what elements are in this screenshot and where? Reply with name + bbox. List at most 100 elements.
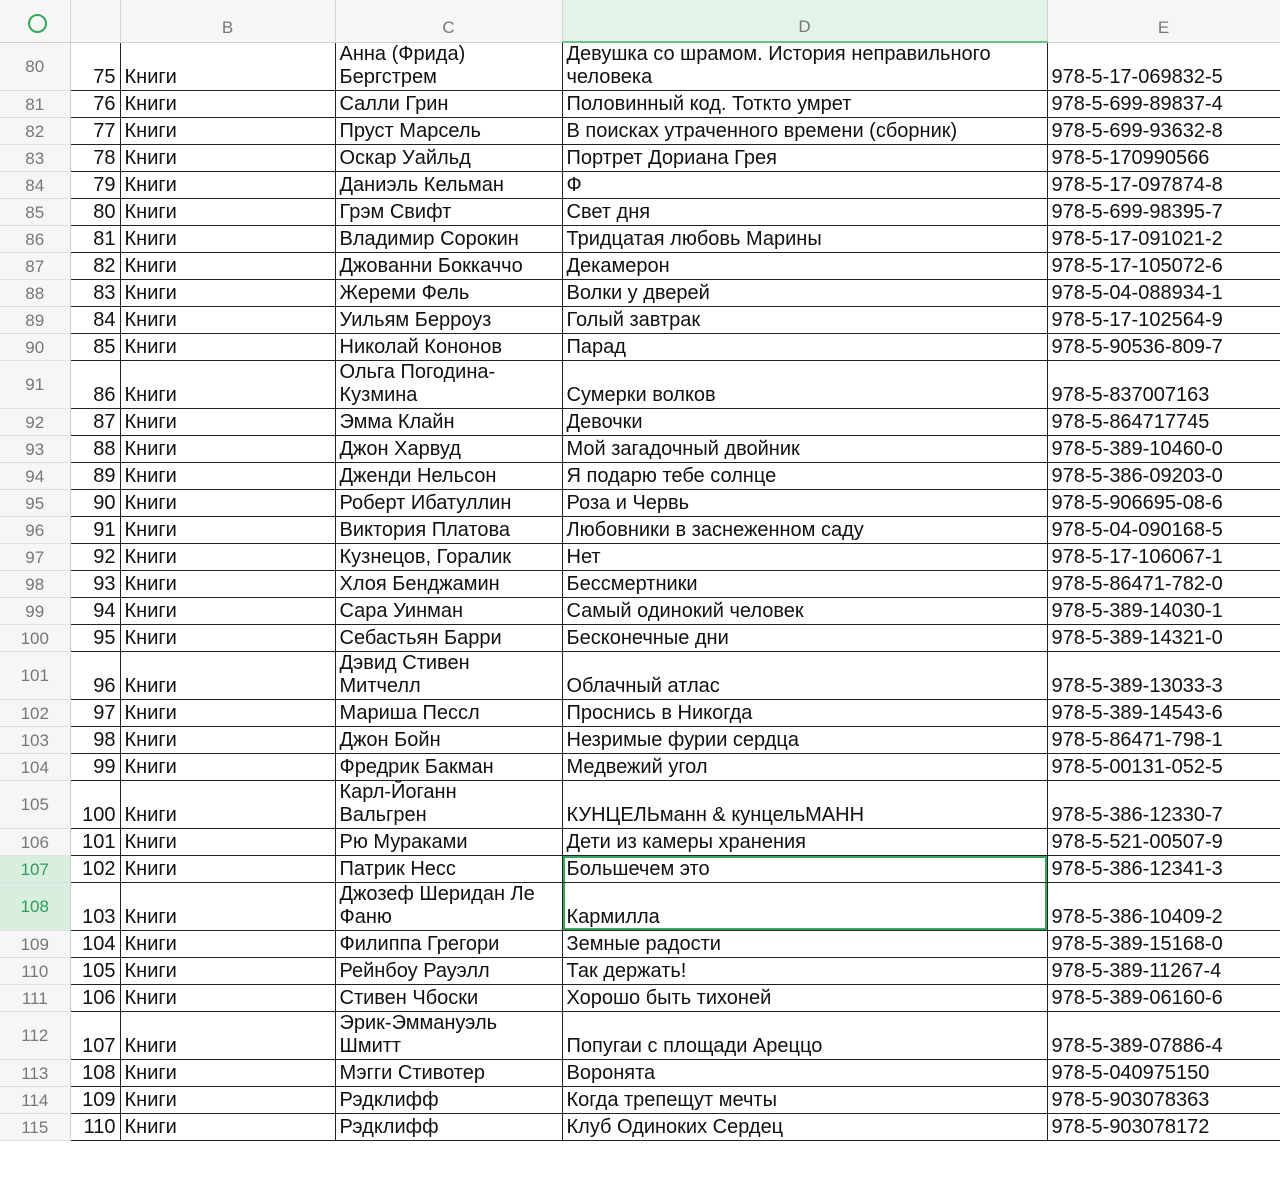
- title-cell[interactable]: Тридцатая любовь Марины: [561, 225, 1048, 253]
- row-header[interactable]: 107: [0, 855, 71, 883]
- title-cell[interactable]: Попугаи с площади Ареццо: [561, 1011, 1048, 1060]
- author-cell[interactable]: Уильям Берроуз: [334, 306, 563, 334]
- title-cell[interactable]: Большечем это: [561, 855, 1048, 883]
- author-cell[interactable]: Рэдклифф: [334, 1113, 563, 1141]
- author-cell[interactable]: Дэвид Стивен Митчелл: [334, 651, 563, 700]
- isbn-cell[interactable]: 978-5-389-15168-0: [1046, 930, 1280, 958]
- title-cell[interactable]: Так держать!: [561, 957, 1048, 985]
- title-cell[interactable]: Незримые фурии сердца: [561, 726, 1048, 754]
- author-cell[interactable]: Рю Мураками: [334, 828, 563, 856]
- category-cell[interactable]: Книги: [119, 1059, 336, 1087]
- author-cell[interactable]: Ольга Погодина-Кузмина: [334, 360, 563, 409]
- row-number-cell[interactable]: 103: [69, 882, 121, 931]
- title-cell[interactable]: Декамерон: [561, 252, 1048, 280]
- title-cell[interactable]: Роза и Червь: [561, 489, 1048, 517]
- category-cell[interactable]: Книги: [119, 828, 336, 856]
- author-cell[interactable]: Оскар Уайльд: [334, 144, 563, 172]
- row-number-cell[interactable]: 78: [69, 144, 121, 172]
- row-header[interactable]: 114: [0, 1086, 71, 1114]
- author-cell[interactable]: Стивен Чбоски: [334, 984, 563, 1012]
- column-header[interactable]: D: [562, 0, 1048, 43]
- row-header[interactable]: 90: [0, 333, 71, 361]
- row-number-cell[interactable]: 82: [69, 252, 121, 280]
- row-header[interactable]: 111: [0, 984, 71, 1012]
- isbn-cell[interactable]: 978-5-389-14543-6: [1046, 699, 1280, 727]
- isbn-cell[interactable]: 978-5-17-069832-5: [1046, 41, 1280, 91]
- isbn-cell[interactable]: 978-5-864717745: [1046, 408, 1280, 436]
- author-cell[interactable]: Карл-Йоганн Вальгрен: [334, 780, 563, 829]
- row-header[interactable]: 85: [0, 198, 71, 226]
- category-cell[interactable]: Книги: [119, 435, 336, 463]
- category-cell[interactable]: Книги: [119, 41, 336, 91]
- isbn-cell[interactable]: 978-5-386-10409-2: [1046, 882, 1280, 931]
- category-cell[interactable]: Книги: [119, 252, 336, 280]
- row-header[interactable]: 82: [0, 117, 71, 145]
- row-header[interactable]: 96: [0, 516, 71, 544]
- category-cell[interactable]: Книги: [119, 279, 336, 307]
- author-cell[interactable]: Фредрик Бакман: [334, 753, 563, 781]
- author-cell[interactable]: Кузнецов, Горалик: [334, 543, 563, 571]
- category-cell[interactable]: Книги: [119, 882, 336, 931]
- title-cell[interactable]: Половинный код. Тоткто умрет: [561, 90, 1048, 118]
- row-header[interactable]: 101: [0, 651, 71, 700]
- row-header[interactable]: 97: [0, 543, 71, 571]
- row-header[interactable]: 106: [0, 828, 71, 856]
- row-header[interactable]: 86: [0, 225, 71, 253]
- title-cell[interactable]: Любовники в заснеженном саду: [561, 516, 1048, 544]
- isbn-cell[interactable]: 978-5-389-07886-4: [1046, 1011, 1280, 1060]
- row-header[interactable]: 87: [0, 252, 71, 280]
- isbn-cell[interactable]: 978-5-389-14030-1: [1046, 597, 1280, 625]
- row-header[interactable]: 115: [0, 1113, 71, 1141]
- row-number-cell[interactable]: 95: [69, 624, 121, 652]
- row-header[interactable]: 93: [0, 435, 71, 463]
- row-header[interactable]: 88: [0, 279, 71, 307]
- row-number-cell[interactable]: 92: [69, 543, 121, 571]
- title-cell[interactable]: Сумерки волков: [561, 360, 1048, 409]
- category-cell[interactable]: Книги: [119, 930, 336, 958]
- category-cell[interactable]: Книги: [119, 570, 336, 598]
- row-header[interactable]: 100: [0, 624, 71, 652]
- category-cell[interactable]: Книги: [119, 171, 336, 199]
- row-number-cell[interactable]: 97: [69, 699, 121, 727]
- author-cell[interactable]: Филиппа Грегори: [334, 930, 563, 958]
- row-header[interactable]: 104: [0, 753, 71, 781]
- title-cell[interactable]: Воронята: [561, 1059, 1048, 1087]
- author-cell[interactable]: Себастьян Барри: [334, 624, 563, 652]
- column-header[interactable]: E: [1047, 0, 1280, 43]
- title-cell[interactable]: Мой загадочный двойник: [561, 435, 1048, 463]
- row-header[interactable]: 105: [0, 780, 71, 829]
- category-cell[interactable]: Книги: [119, 726, 336, 754]
- category-cell[interactable]: Книги: [119, 855, 336, 883]
- isbn-cell[interactable]: 978-5-04-088934-1: [1046, 279, 1280, 307]
- category-cell[interactable]: Книги: [119, 543, 336, 571]
- title-cell[interactable]: Самый одинокий человек: [561, 597, 1048, 625]
- row-number-cell[interactable]: 90: [69, 489, 121, 517]
- title-cell[interactable]: Я подарю тебе солнце: [561, 462, 1048, 490]
- category-cell[interactable]: Книги: [119, 408, 336, 436]
- row-number-cell[interactable]: 98: [69, 726, 121, 754]
- row-header[interactable]: 95: [0, 489, 71, 517]
- author-cell[interactable]: Жереми Фель: [334, 279, 563, 307]
- category-cell[interactable]: Книги: [119, 225, 336, 253]
- author-cell[interactable]: Мариша Пессл: [334, 699, 563, 727]
- isbn-cell[interactable]: 978-5-903078172: [1046, 1113, 1280, 1141]
- isbn-cell[interactable]: 978-5-386-12341-3: [1046, 855, 1280, 883]
- title-cell[interactable]: Девочки: [561, 408, 1048, 436]
- category-cell[interactable]: Книги: [119, 1086, 336, 1114]
- row-number-cell[interactable]: 84: [69, 306, 121, 334]
- row-header[interactable]: 98: [0, 570, 71, 598]
- title-cell[interactable]: Хорошо быть тихоней: [561, 984, 1048, 1012]
- title-cell[interactable]: Проснись в Никогда: [561, 699, 1048, 727]
- row-header[interactable]: 84: [0, 171, 71, 199]
- title-cell[interactable]: В поисках утраченного времени (сборник): [561, 117, 1048, 145]
- isbn-cell[interactable]: 978-5-170990566: [1046, 144, 1280, 172]
- title-cell[interactable]: Портрет Дориана Грея: [561, 144, 1048, 172]
- title-cell[interactable]: Облачный атлас: [561, 651, 1048, 700]
- isbn-cell[interactable]: 978-5-389-06160-6: [1046, 984, 1280, 1012]
- row-number-cell[interactable]: 80: [69, 198, 121, 226]
- isbn-cell[interactable]: 978-5-521-00507-9: [1046, 828, 1280, 856]
- title-cell[interactable]: Свет дня: [561, 198, 1048, 226]
- isbn-cell[interactable]: 978-5-04-090168-5: [1046, 516, 1280, 544]
- title-cell[interactable]: Ф: [561, 171, 1048, 199]
- category-cell[interactable]: Книги: [119, 1113, 336, 1141]
